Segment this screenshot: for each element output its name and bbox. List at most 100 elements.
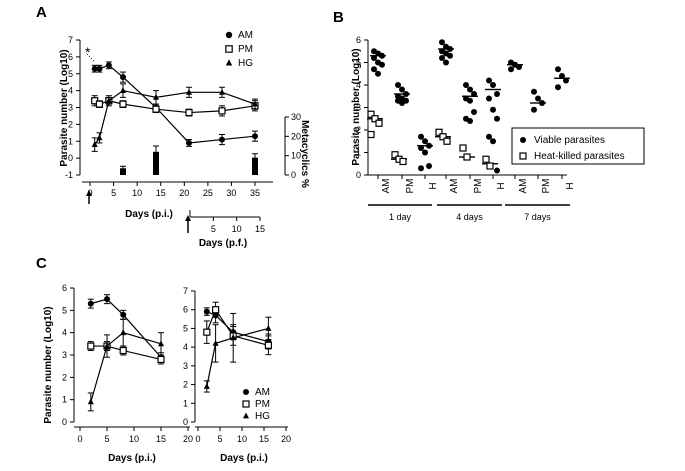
panel-c-left-xtick-label: 10: [129, 434, 139, 444]
legend-a-am-label: AM: [238, 30, 253, 41]
panel-b-heatkilled-point: [486, 162, 494, 170]
panel-a-point-hg: [252, 100, 258, 107]
panel-b-category-label: H: [428, 182, 439, 189]
panel-c-ylabel: Parasite number (Log10): [43, 306, 54, 423]
panel-a-ytick-label: 4: [68, 86, 73, 96]
panel-a-point-pm: [218, 107, 226, 115]
panel-b-viable-point: [467, 86, 473, 93]
panel-a-metacyclic-bar: [120, 168, 126, 175]
panel-b-viable-point: [486, 95, 492, 102]
panel-c-left-point-am: [87, 300, 94, 307]
legend-b-viable-marker: [520, 137, 526, 143]
panel-a-xtick-label: 15: [156, 188, 166, 198]
panel-c-left-xtick-label: 0: [77, 434, 82, 444]
panel-b-category-label: H: [496, 182, 507, 189]
panel-c-right-point-pm: [203, 328, 211, 336]
panel-c-right-xtick-label: 5: [217, 434, 222, 444]
panel-b-viable-point: [486, 77, 492, 84]
panel-a-ylabel: Parasite number (Log10): [59, 49, 70, 166]
panel-b-viable-point: [486, 133, 492, 140]
panel-c-left-xtick-label: 20: [183, 434, 193, 444]
panel-c-left-point-pm: [87, 342, 95, 350]
panel-a-point-am: [120, 74, 126, 81]
legend-a-hg-marker: [225, 59, 233, 66]
panel-b-viable-point: [375, 70, 381, 77]
panel-a-point-am: [105, 62, 112, 69]
panel-b-category-label: H: [565, 182, 576, 189]
panel-b-viable-point: [516, 64, 522, 70]
panel-b-category-label: AM: [518, 179, 529, 194]
panel-b-viable-point: [490, 106, 496, 113]
panel-b-ytick-label: 3: [356, 103, 361, 113]
panel-c-right-point-am: [203, 308, 210, 315]
panel-a-point-pm: [95, 100, 104, 108]
panel-a-y2label: Metacyclics %: [299, 120, 310, 188]
panel-b-ytick-label: 6: [356, 35, 361, 45]
panel-b-heatkilled-point: [371, 115, 379, 123]
panel-b-viable-point: [447, 46, 453, 52]
panel-b-viable-point: [555, 84, 561, 91]
panel-a-ytick-label: 6: [68, 52, 73, 62]
panel-b-viable-point: [563, 77, 569, 84]
panel-b-viable-point: [463, 82, 469, 88]
panel-a-xtick-label: 25: [203, 188, 213, 198]
panel-a-ytick-label: -1: [65, 170, 73, 180]
panel-b-heatkilled-point: [375, 119, 383, 127]
panel-c-right-ytick-label: 0: [183, 417, 188, 427]
panel-a-line-hg: [94, 89, 256, 145]
panel-c-left-point-hg: [120, 329, 127, 336]
panel-c-right-line-pm: [206, 308, 269, 346]
panel-a-significance: *: [85, 44, 91, 60]
legend-c-pm-marker: [242, 400, 250, 408]
panel-a-significance-line: [86, 53, 96, 63]
panel-c-left-point-pm: [157, 355, 165, 364]
panel-a-y2tick-label: 0: [291, 170, 296, 180]
panel-b-viable-point: [490, 138, 496, 145]
panel-a-x2tick-label: 10: [232, 224, 242, 234]
panel-b-group-label: 7 days: [524, 212, 551, 222]
panel-b-viable-point: [443, 59, 449, 66]
panel-a-point-am: [219, 136, 225, 143]
legend-b-box: [511, 127, 645, 165]
panel-b-category-label: PM: [473, 179, 484, 194]
legend-b-heatkilled-marker: [519, 152, 527, 160]
panel-letter-b: B: [333, 9, 344, 26]
panel-b-viable-point: [494, 91, 500, 97]
panel-c-right-ytick-label: 4: [183, 342, 188, 352]
panel-a-point-hg: [120, 87, 126, 94]
panel-c-right-point-pm: [264, 341, 272, 349]
panel-a-line-pm: [94, 100, 256, 114]
panel-b-ytick-label: 0: [356, 170, 361, 180]
panel-a-ytick-label: 5: [68, 69, 73, 79]
panel-a-point-am: [186, 139, 192, 146]
panel-c-left-point-am: [104, 296, 110, 303]
panel-b-viable-point: [379, 52, 385, 59]
panel-letter-a: A: [36, 4, 47, 21]
legend-a-pm-marker: [225, 45, 233, 53]
panel-c-left-xlabel: Days (p.i.): [108, 453, 156, 464]
panel-a-point-hg: [153, 93, 159, 100]
panel-a-point-pm: [152, 105, 160, 113]
legend-a-pm-label: PM: [238, 44, 253, 55]
panel-b-viable-point: [531, 106, 537, 113]
panel-b-viable-point: [531, 88, 537, 95]
panel-b-viable-point: [399, 86, 405, 93]
panel-b-viable-point: [471, 109, 477, 115]
legend-c-am-label: AM: [255, 387, 270, 398]
panel-a-ytick-label: 7: [68, 35, 73, 45]
panel-a-point-hg: [91, 141, 98, 148]
panel-b-viable-point: [371, 66, 377, 73]
panel-c-left-point-am: [120, 311, 127, 318]
panel-b-viable-point: [535, 95, 541, 102]
panel-c-right-xtick-label: 15: [259, 434, 269, 444]
panel-a-x2tick-label: 15: [255, 224, 265, 234]
panel-b-ylabel: Parasite number (Log10): [351, 48, 362, 165]
legend-c-hg-label: HG: [255, 411, 270, 422]
panel-b-ytick-label: 2: [356, 125, 361, 135]
panel-b-viable-point: [426, 142, 432, 149]
panel-c-right-ytick-label: 7: [183, 286, 188, 296]
panel-c-right-line-hg: [206, 327, 269, 387]
legend-b-heatkilled-label: Heat-killed parasites: [534, 151, 625, 162]
panel-a-metacyclic-bar: [153, 151, 159, 175]
panel-c-left-line-pm: [90, 345, 162, 361]
